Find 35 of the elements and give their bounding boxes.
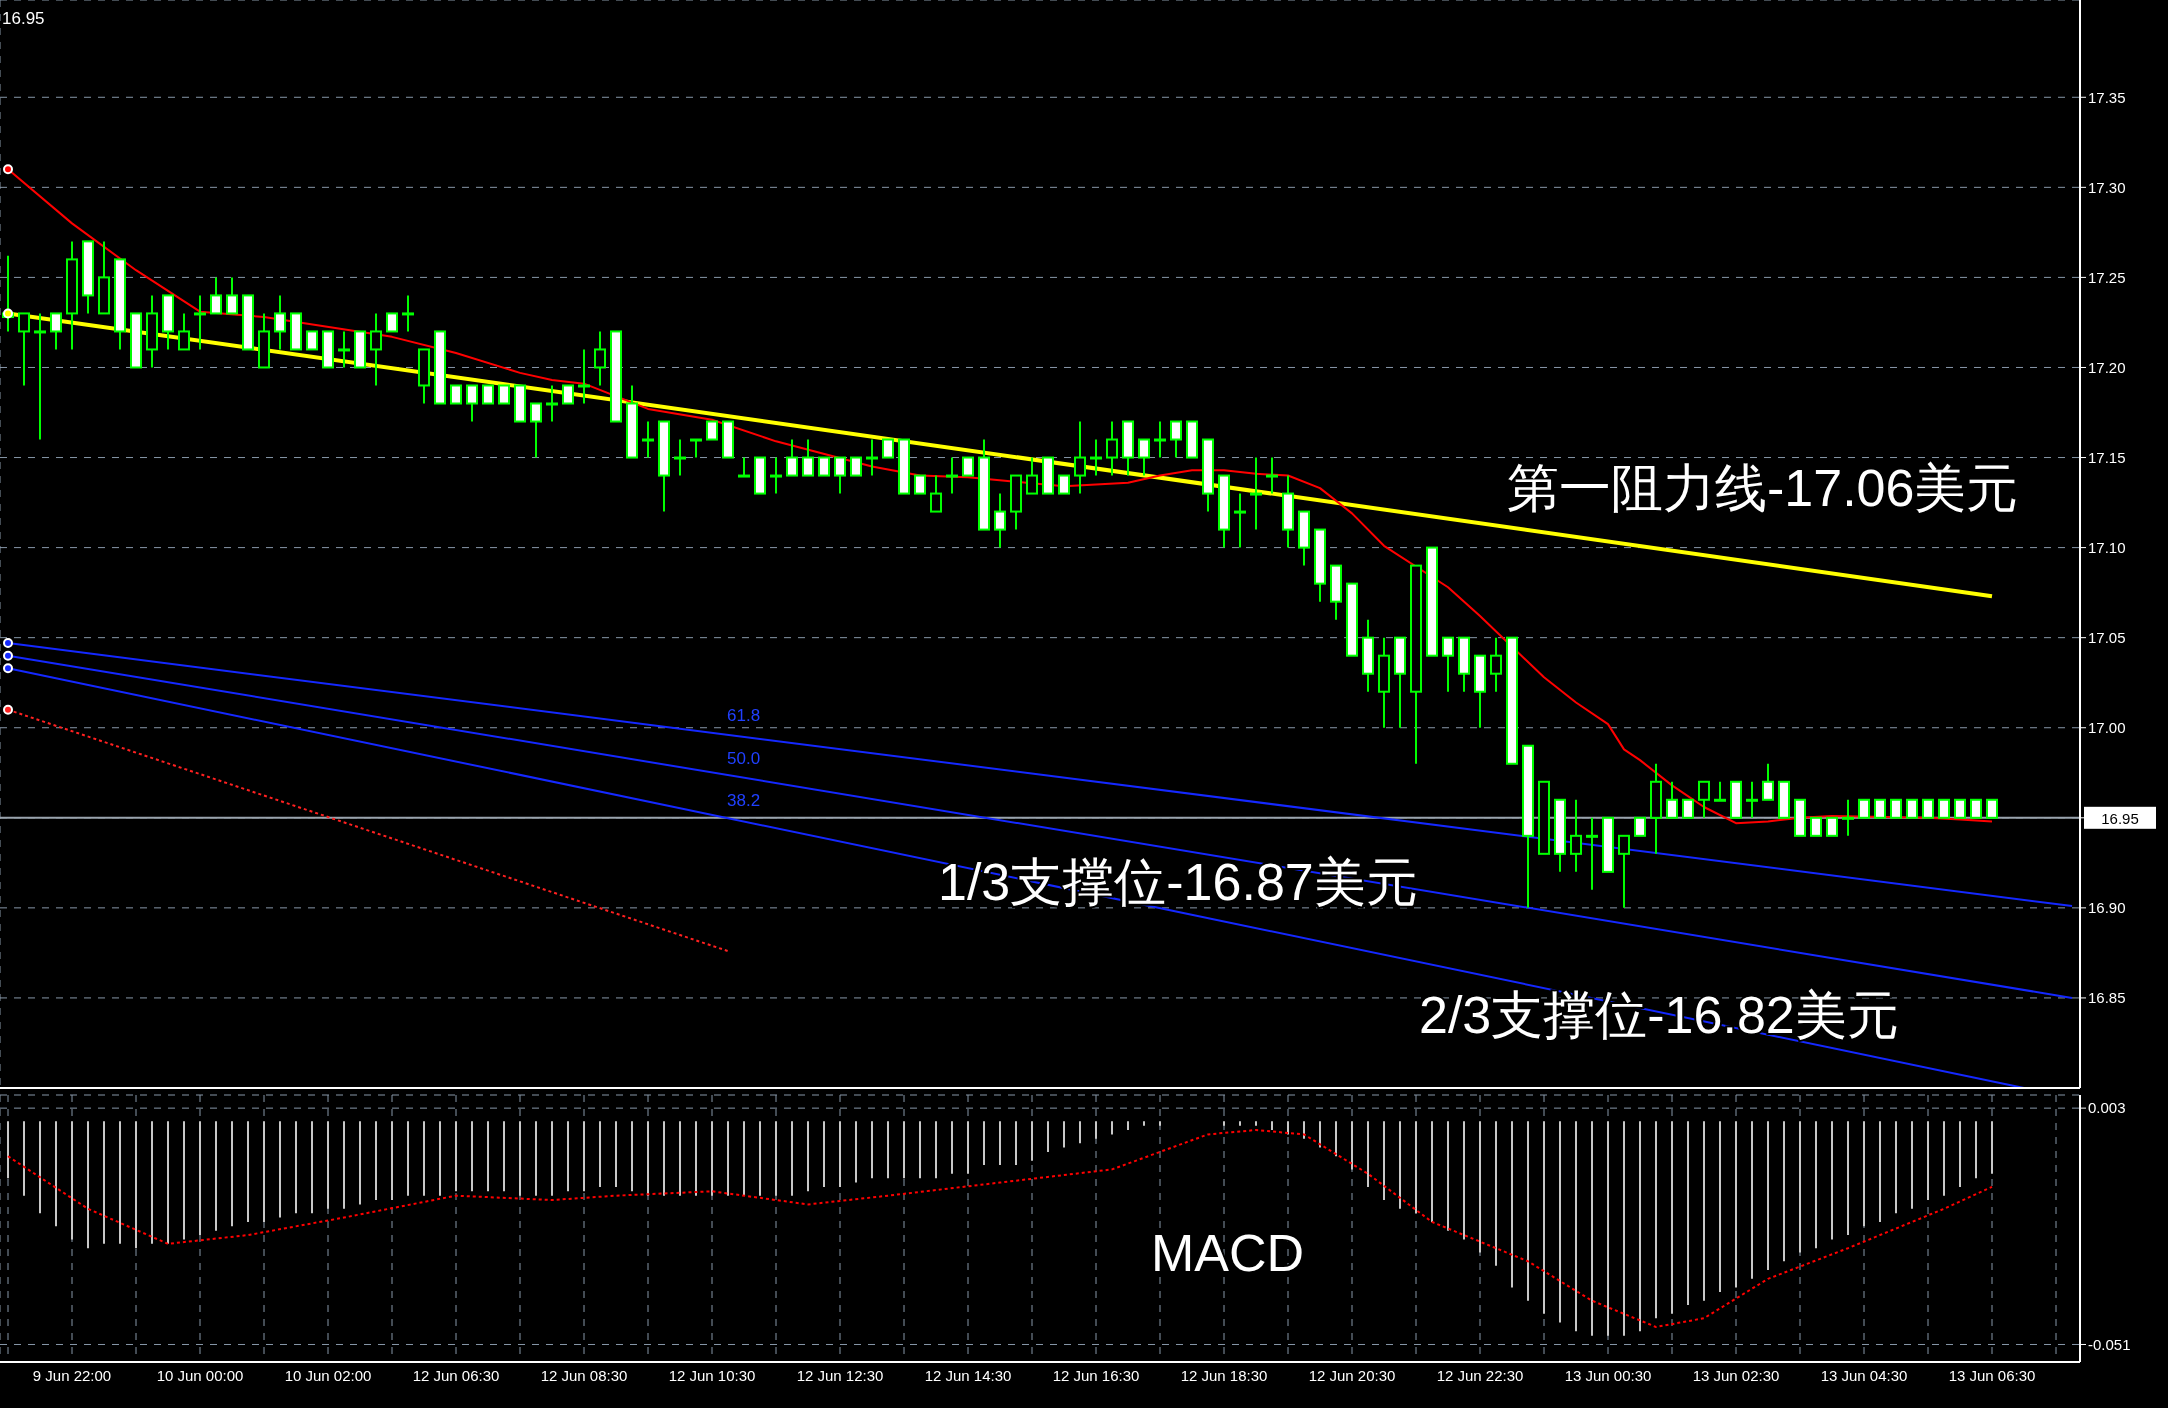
x-tick-label: 13 Jun 02:30 xyxy=(1692,1366,1780,1384)
y-tick-label: 16.90 xyxy=(2088,899,2126,917)
x-tick-label: 13 Jun 00:30 xyxy=(1564,1366,1652,1384)
y-tick-label: 0.003 xyxy=(2088,1099,2126,1117)
y-tick-label: 17.10 xyxy=(2088,538,2126,556)
x-tick-label: 12 Jun 18:30 xyxy=(1180,1366,1268,1384)
x-tick-label: 10 Jun 00:00 xyxy=(156,1366,244,1384)
y-tick-label: -0.051 xyxy=(2088,1335,2131,1353)
y-tick-label: 17.30 xyxy=(2088,178,2126,196)
y-tick-label: 17.15 xyxy=(2088,448,2126,466)
x-tick-label: 10 Jun 02:00 xyxy=(284,1366,372,1384)
y-tick-label: 17.00 xyxy=(2088,719,2126,737)
x-tick-label: 9 Jun 22:00 xyxy=(32,1366,112,1384)
y-tick-label: 17.20 xyxy=(2088,358,2126,376)
annotation: 50.0 xyxy=(727,749,761,768)
y-tick-label: 17.25 xyxy=(2088,268,2126,286)
annotation: MACD xyxy=(1151,1224,1305,1282)
annotation: 16.95 xyxy=(2,9,45,28)
x-tick-label: 12 Jun 06:30 xyxy=(412,1366,500,1384)
x-tick-label: 12 Jun 20:30 xyxy=(1308,1366,1396,1384)
ref-line-label: 16.95 xyxy=(2101,809,2139,827)
x-tick-label: 12 Jun 10:30 xyxy=(668,1366,756,1384)
y-tick-label: 16.85 xyxy=(2088,989,2126,1007)
y-tick-label: 17.05 xyxy=(2088,628,2126,646)
annotation: 61.8 xyxy=(727,706,761,725)
x-tick-label: 12 Jun 12:30 xyxy=(796,1366,884,1384)
x-tick-label: 13 Jun 06:30 xyxy=(1948,1366,2036,1384)
x-tick-label: 12 Jun 08:30 xyxy=(540,1366,628,1384)
x-tick-label: 12 Jun 22:30 xyxy=(1436,1366,1524,1384)
y-tick-label: 17.35 xyxy=(2088,88,2126,106)
annotation: 38.2 xyxy=(727,791,761,810)
x-tick-label: 13 Jun 04:30 xyxy=(1820,1366,1908,1384)
x-tick-label: 12 Jun 16:30 xyxy=(1052,1366,1140,1384)
annotation: 第一阻力线-17.06美元 xyxy=(1507,459,2019,517)
x-tick-label: 12 Jun 14:30 xyxy=(924,1366,1012,1384)
